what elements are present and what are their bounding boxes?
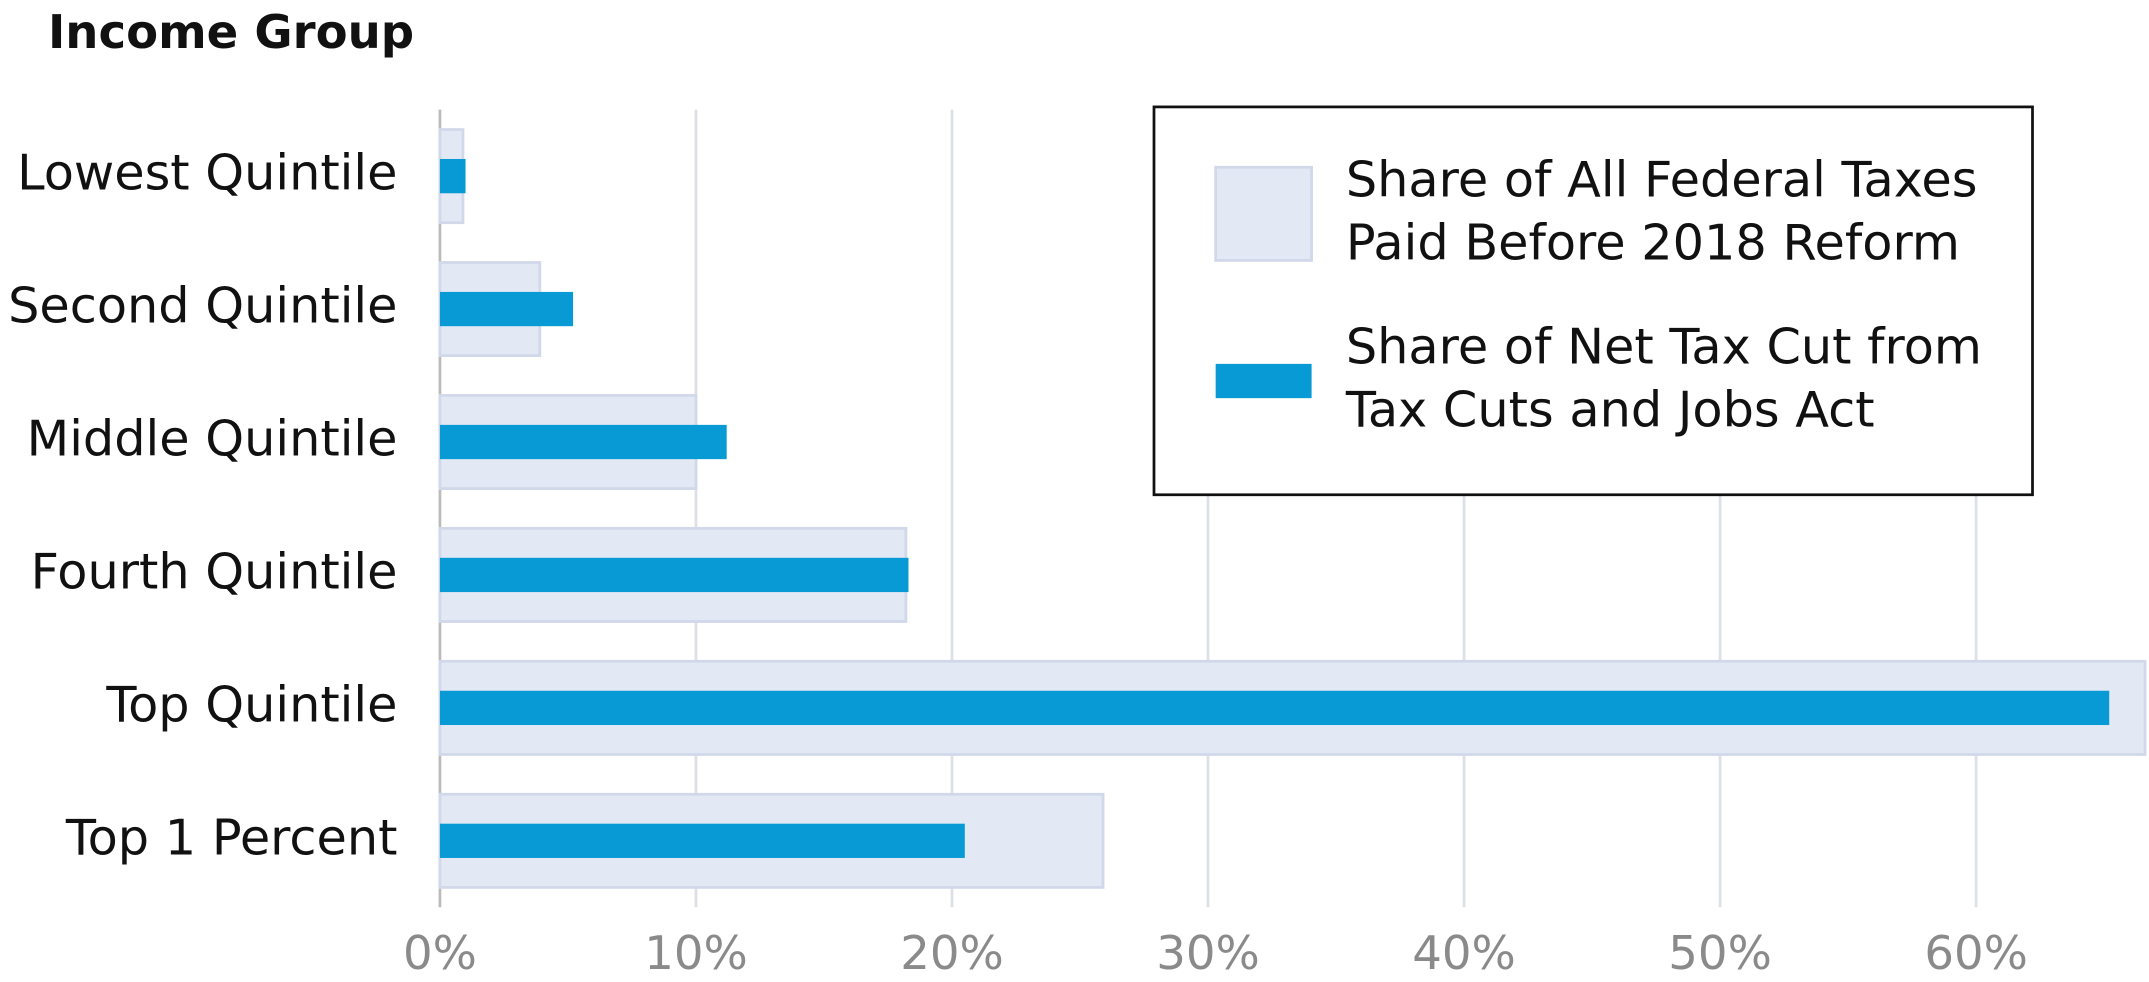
y-tick-label: Middle Quintile bbox=[27, 410, 398, 468]
legend-swatch bbox=[1215, 363, 1312, 399]
y-tick-label: Top Quintile bbox=[105, 675, 397, 733]
bar bbox=[439, 291, 574, 327]
bar bbox=[439, 823, 965, 858]
bar bbox=[439, 158, 466, 194]
y-tick-label: Second Quintile bbox=[8, 277, 397, 335]
x-tick-label: 50% bbox=[1668, 926, 1772, 980]
x-tick-label: 0% bbox=[403, 926, 477, 980]
bar bbox=[439, 557, 909, 593]
chart-title: Income Group bbox=[48, 5, 414, 59]
x-tick-label: 10% bbox=[644, 926, 748, 980]
x-tick-label: 20% bbox=[900, 926, 1004, 980]
x-tick-label: 60% bbox=[1924, 926, 2028, 980]
x-tick-label: 40% bbox=[1412, 926, 1516, 980]
legend-label: Share of Net Tax Cut from Tax Cuts and Jo… bbox=[1345, 317, 1982, 438]
y-tick-label: Top 1 Percent bbox=[65, 808, 398, 866]
bar bbox=[439, 690, 2110, 726]
bar bbox=[439, 424, 727, 460]
y-tick-label: Lowest Quintile bbox=[17, 144, 397, 202]
legend-label: Share of All Federal Taxes Paid Before 20… bbox=[1346, 150, 1978, 271]
y-tick-label: Fourth Quintile bbox=[31, 542, 398, 600]
x-tick-label: 30% bbox=[1156, 926, 1260, 980]
legend-swatch bbox=[1214, 165, 1313, 262]
